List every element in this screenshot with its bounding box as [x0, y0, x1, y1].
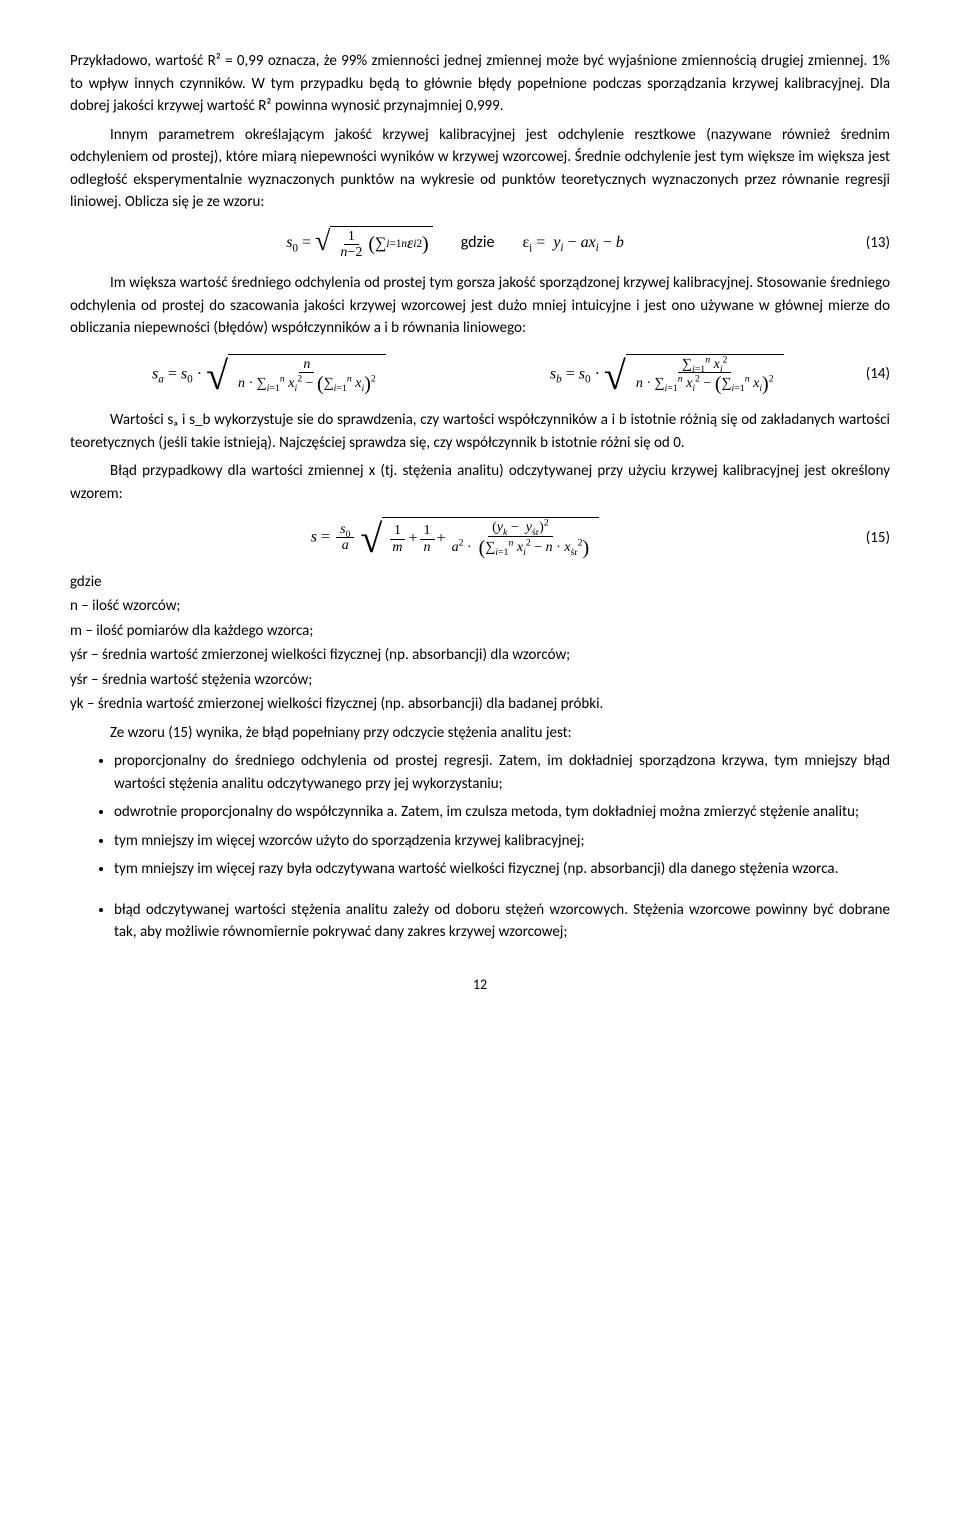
def-ysr2: yśr – średnia wartość stężenia wzorców; — [70, 669, 890, 692]
bullet-list: proporcjonalny do średniego odchylenia o… — [70, 750, 890, 944]
equation-15-body: s = s0a √ 1m + 1n + (yk − yśr)2 a2 · (∑i… — [70, 517, 840, 558]
eq14-number: (14) — [866, 363, 890, 386]
equation-15: s = s0a √ 1m + 1n + (yk − yśr)2 a2 · (∑i… — [70, 517, 890, 558]
equation-14: sa = s0 · √ n n · ∑i=1n xi2 − (∑i=1n xi)… — [70, 354, 890, 395]
bullet-2: odwrotnie proporcjonalny do współczynnik… — [114, 801, 890, 824]
equation-13: s0 = √ 1n−2 (∑i=1n εi2) gdzie εi = yi − … — [70, 226, 890, 261]
bullet-4: tym mniejszy im więcej razy była odczyty… — [114, 858, 890, 881]
paragraph-4b: Błąd przypadkowy dla wartości zmiennej x… — [70, 460, 890, 505]
eq13-number: (13) — [840, 232, 890, 255]
paragraph-3: Im większa wartość średniego odchylenia … — [70, 272, 890, 340]
paragraph-5: Ze wzoru (15) wynika, że błąd popełniany… — [70, 722, 890, 745]
eq13-where-label: gdzie — [437, 231, 519, 255]
paragraph-1: Przykładowo, wartość R² = 0,99 oznacza, … — [70, 50, 890, 118]
paragraph-4a: Wartości sₐ i s_b wykorzystuje sie do sp… — [70, 409, 890, 454]
page-number: 12 — [70, 974, 890, 995]
def-ysr1: yśr – średnia wartość zmierzonej wielkoś… — [70, 644, 890, 667]
def-yk: yk – średnia wartość zmierzonej wielkośc… — [70, 693, 890, 716]
eq15-number: (15) — [840, 527, 890, 550]
equation-14a: sa = s0 · √ n n · ∑i=1n xi2 − (∑i=1n xi)… — [70, 354, 468, 395]
bullet-5: błąd odczytywanej wartości stężenia anal… — [114, 899, 890, 944]
equation-13-body: s0 = √ 1n−2 (∑i=1n εi2) gdzie εi = yi − … — [70, 226, 840, 261]
definitions-block: gdzie n – ilość wzorców; m – ilość pomia… — [70, 571, 890, 716]
def-gdzie: gdzie — [70, 571, 890, 594]
def-n: n – ilość wzorców; — [70, 595, 890, 618]
bullet-1: proporcjonalny do średniego odchylenia o… — [114, 750, 890, 795]
paragraph-2: Innym parametrem określającym jakość krz… — [70, 124, 890, 214]
equation-14b: sb = s0 · √ ∑i=1n xi2 n · ∑i=1n xi2 − (∑… — [468, 354, 866, 395]
bullet-3: tym mniejszy im więcej wzorców użyto do … — [114, 830, 890, 853]
def-m: m – ilość pomiarów dla każdego wzorca; — [70, 620, 890, 643]
